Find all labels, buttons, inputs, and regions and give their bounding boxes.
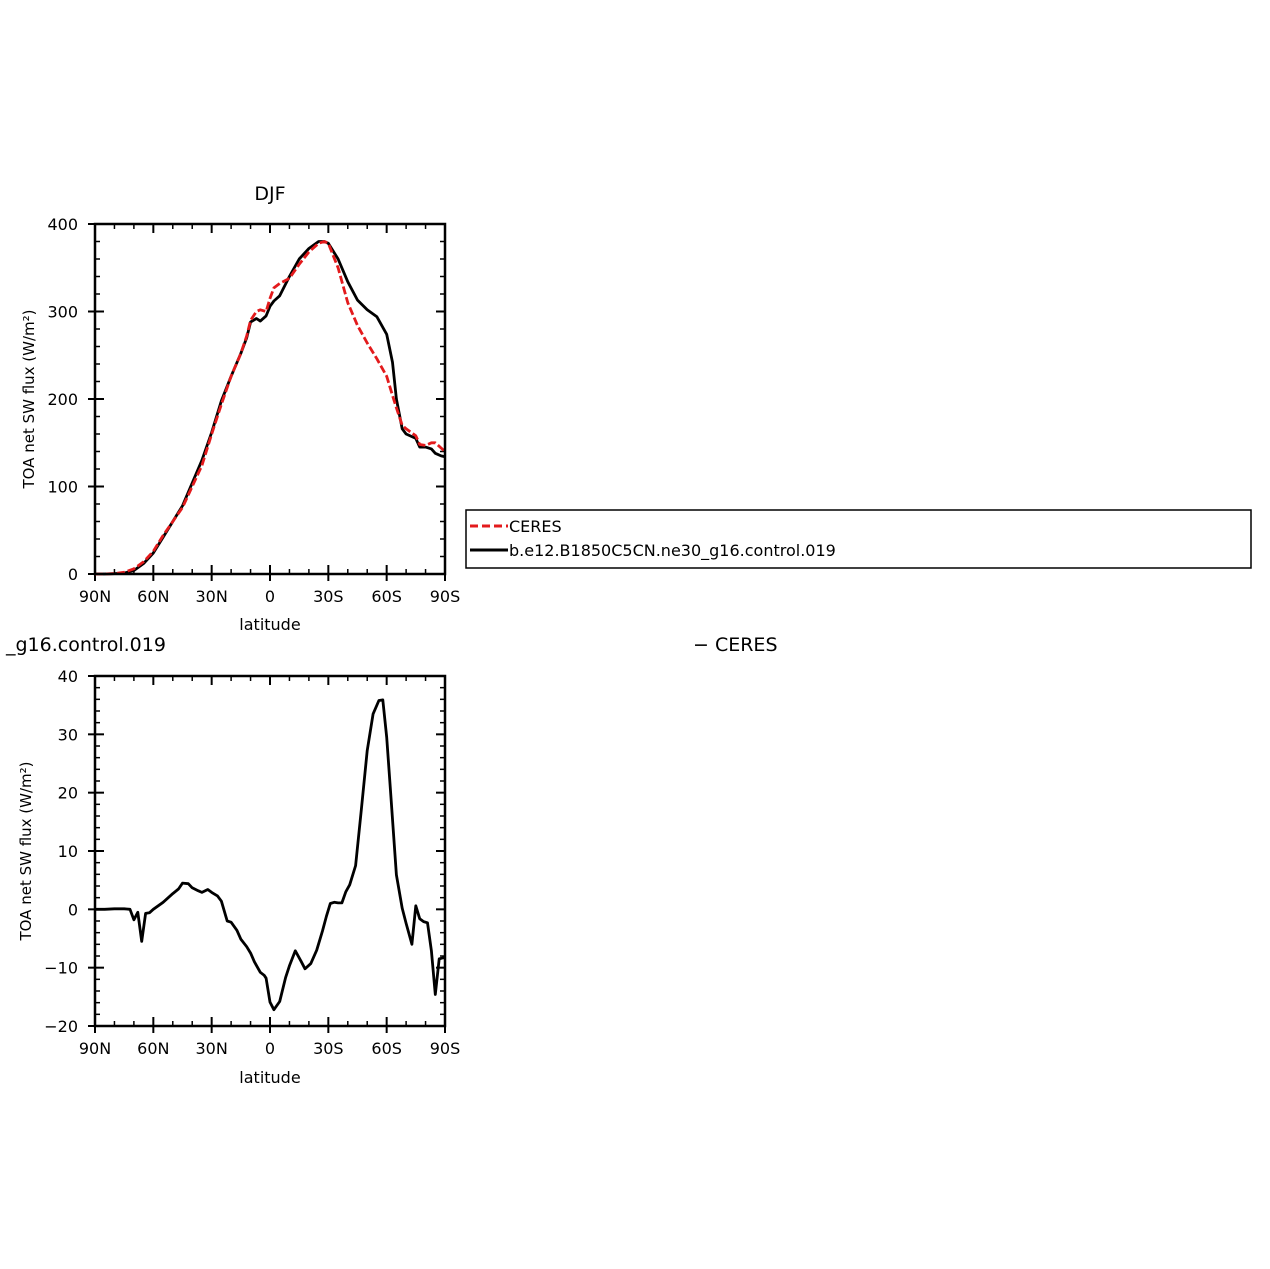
top-xtick-label: 90N <box>79 587 111 606</box>
legend-label-ceres: CERES <box>509 517 562 536</box>
top-chart-ylabel: TOA net SW flux (W/m²) <box>20 309 38 489</box>
top-chart-xlabel: latitude <box>239 615 300 634</box>
top-xtick-label: 60S <box>371 587 402 606</box>
bottom-chart-frame <box>93 674 447 1028</box>
top-ytick-label: 300 <box>47 303 78 322</box>
bottom-chart: _g16.control.019 − CERES TOA net SW flux… <box>5 634 778 1087</box>
top-chart: DJF TOA net SW flux (W/m²) latitude 90N 6… <box>20 183 460 634</box>
bottom-xtick-label: 0 <box>265 1039 275 1058</box>
bottom-xtick-label: 60N <box>137 1039 169 1058</box>
bottom-chart-title-left: _g16.control.019 <box>5 634 166 656</box>
top-xtick-label: 30N <box>196 587 228 606</box>
bottom-ytick-label: 10 <box>58 842 78 861</box>
top-xtick-label: 0 <box>265 587 275 606</box>
top-chart-frame <box>93 222 447 576</box>
bottom-xtick-label: 60S <box>371 1039 402 1058</box>
top-series-line-model <box>95 240 446 576</box>
top-ytick-label: 200 <box>47 390 78 409</box>
bottom-chart-xlabel: latitude <box>239 1068 300 1087</box>
bottom-series-line-model <box>95 698 445 1012</box>
top-ytick-label: 0 <box>68 565 78 584</box>
bottom-ytick-label: 20 <box>58 784 78 803</box>
bottom-xtick-label: 30S <box>313 1039 344 1058</box>
bottom-ytick-label: 0 <box>68 900 78 919</box>
bottom-ytick-label: 40 <box>58 667 78 686</box>
legend-label-model: b.e12.B1850C5CN.ne30_g16.control.019 <box>509 541 836 561</box>
bottom-xtick-label: 90N <box>79 1039 111 1058</box>
top-xtick-label: 60N <box>137 587 169 606</box>
bottom-ytick-label: −10 <box>44 959 78 978</box>
top-ytick-label: 100 <box>47 478 78 497</box>
top-xtick-label: 90S <box>430 587 461 606</box>
bottom-ytick-label: −20 <box>44 1017 78 1036</box>
bottom-chart-title-right: − CERES <box>693 634 778 656</box>
top-xtick-label: 30S <box>313 587 344 606</box>
bottom-chart-ylabel: TOA net SW flux (W/m²) <box>17 761 35 941</box>
top-ytick-label: 400 <box>47 215 78 234</box>
top-chart-title: DJF <box>254 183 285 205</box>
top-series-line-ceres <box>95 240 446 576</box>
bottom-xtick-label: 90S <box>430 1039 461 1058</box>
legend-box <box>465 509 1252 569</box>
legend: CERES b.e12.B1850C5CN.ne30_g16.control.0… <box>465 509 1252 569</box>
bottom-xtick-label: 30N <box>196 1039 228 1058</box>
bottom-ytick-label: 30 <box>58 725 78 744</box>
